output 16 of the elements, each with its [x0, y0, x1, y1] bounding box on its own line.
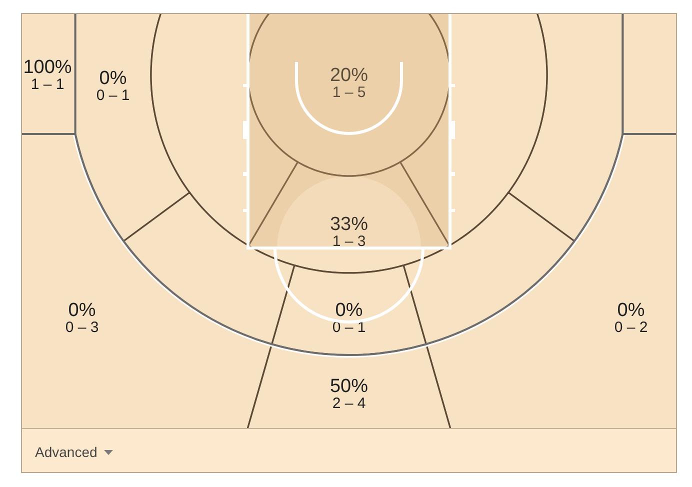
- category-label: 1 – 3: [332, 233, 366, 250]
- data-label: 33%: [330, 214, 368, 235]
- data-label: 0%: [335, 300, 363, 321]
- category-label: 1 – 1: [30, 76, 64, 93]
- data-label: 100%: [23, 57, 72, 78]
- category-label: 2 – 4: [332, 395, 366, 412]
- category-label: 0 – 3: [65, 319, 99, 336]
- data-label: 20%: [330, 65, 368, 86]
- category-label: 0 – 1: [96, 87, 130, 104]
- category-label: 0 – 2: [614, 319, 648, 336]
- data-label: 0%: [68, 300, 96, 321]
- data-label: 50%: [330, 376, 368, 397]
- category-label: 1 – 5: [332, 84, 366, 101]
- data-label: 0%: [617, 300, 645, 321]
- text: Advanced: [35, 444, 98, 461]
- data-label: 0%: [99, 68, 127, 89]
